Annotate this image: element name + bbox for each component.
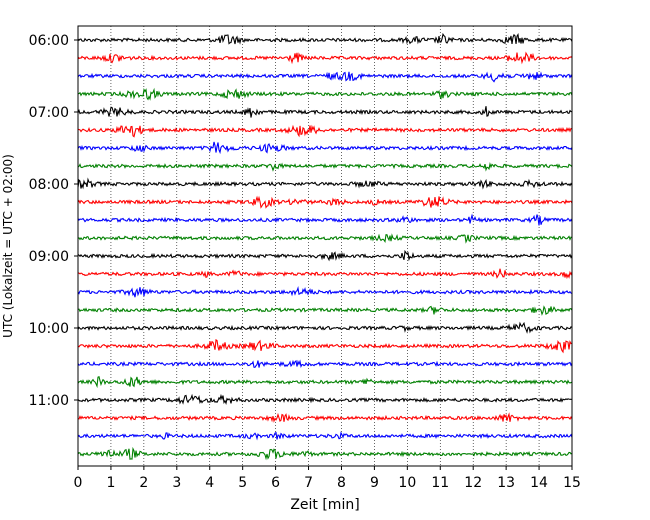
- trace-line: [77, 162, 573, 172]
- x-tick-label: 8: [337, 475, 346, 491]
- x-tick-label: 2: [139, 475, 148, 491]
- x-tick-label: 13: [497, 475, 515, 491]
- x-axis-label: Zeit [min]: [290, 497, 359, 513]
- trace-line: [77, 213, 573, 226]
- x-tick-label: 5: [238, 475, 247, 491]
- trace-line: [77, 375, 573, 389]
- trace-line: [77, 321, 573, 334]
- x-tick-label: 15: [563, 475, 581, 491]
- x-axis-ticks: 0 1 2 3 4 5 6 7 8 9 10 11 12 13 14 15: [74, 466, 581, 491]
- x-tick-label: 4: [205, 475, 214, 491]
- trace-line: [77, 106, 573, 118]
- x-tick-label: 7: [304, 475, 313, 491]
- y-axis-label: UTC (Lokalzeit = UTC + 02:00): [1, 154, 15, 338]
- x-tick-label: 0: [74, 475, 83, 491]
- trace-line: [77, 338, 573, 354]
- trace-line: [77, 124, 573, 138]
- trace-line: [77, 412, 573, 423]
- seismic-traces: [77, 32, 573, 461]
- trace-line: [77, 359, 573, 369]
- y-tick-label: 11:00: [29, 393, 69, 409]
- trace-line: [77, 195, 573, 209]
- plot-frame: [77, 25, 573, 467]
- y-tick-label: 06:00: [29, 33, 69, 49]
- trace-line: [77, 51, 573, 65]
- x-tick-label: 1: [106, 475, 115, 491]
- trace-line: [77, 87, 573, 101]
- x-tick-label: 6: [271, 475, 280, 491]
- x-tick-label: 11: [431, 475, 449, 491]
- trace-line: [77, 268, 573, 280]
- trace-line: [77, 233, 573, 244]
- trace-line: [77, 446, 573, 461]
- x-tick-label: 14: [530, 475, 548, 491]
- trace-line: [77, 285, 573, 298]
- x-tick-label: 9: [370, 475, 379, 491]
- y-axis-ticks: 06:00 07:00 08:00 09:00 10:00 11:00: [29, 33, 78, 409]
- y-tick-label: 09:00: [29, 249, 69, 265]
- x-tick-label: 10: [398, 475, 416, 491]
- x-tick-label: 12: [464, 475, 482, 491]
- trace-line: [77, 141, 573, 155]
- trace-line: [77, 177, 573, 190]
- x-tick-label: 3: [172, 475, 181, 491]
- trace-line: [77, 71, 573, 83]
- y-tick-label: 10:00: [29, 321, 69, 337]
- trace-line: [77, 431, 573, 441]
- trace-line: [77, 393, 573, 406]
- trace-line: [77, 249, 573, 262]
- y-tick-label: 07:00: [29, 105, 69, 121]
- trace-line: [77, 32, 573, 45]
- y-tick-label: 08:00: [29, 177, 69, 193]
- grid-lines: [110, 26, 540, 466]
- trace-line: [77, 305, 573, 316]
